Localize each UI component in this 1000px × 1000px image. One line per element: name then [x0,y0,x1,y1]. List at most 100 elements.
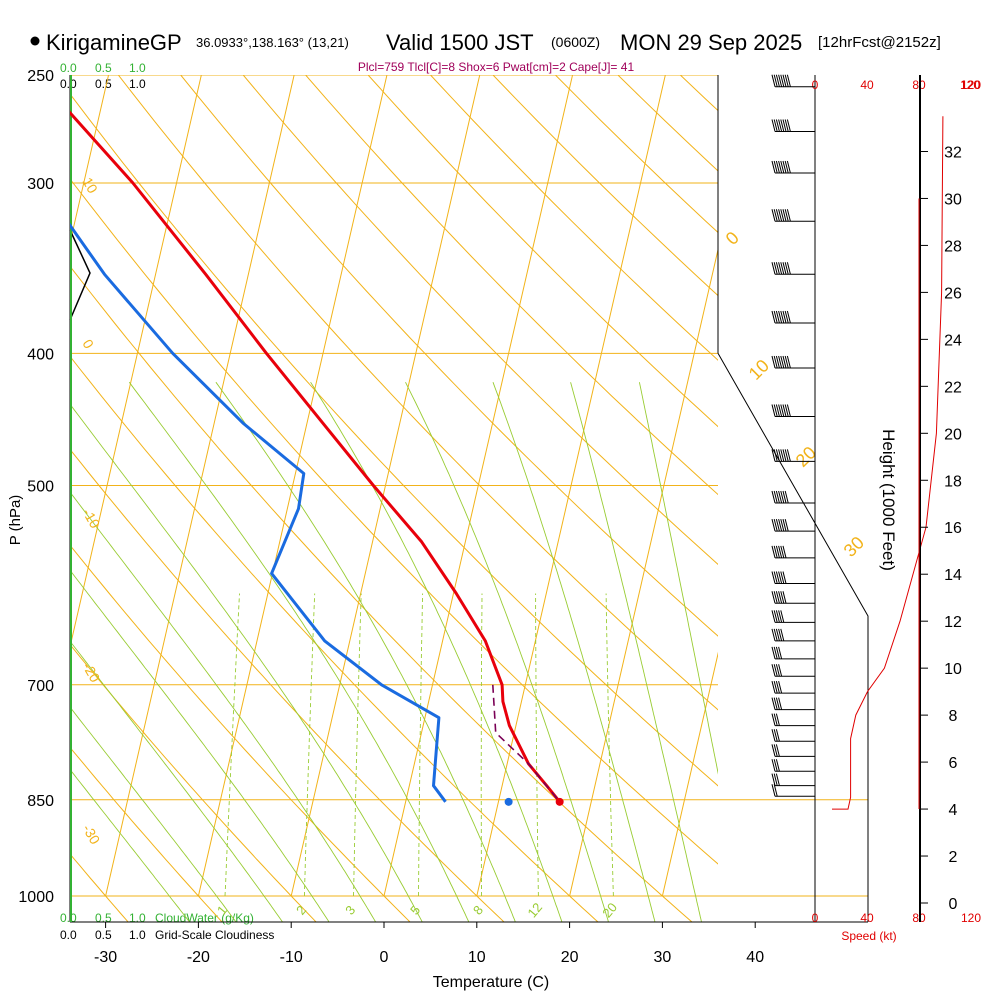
wind-barb-feather [780,490,785,504]
mixing-ratio-line [480,593,483,896]
frame-skew-edge [717,353,869,922]
dry-adiabat [70,93,718,787]
wind-barb-feather [771,664,776,677]
wind-barb-feather [780,355,785,369]
temperature-line [70,110,561,803]
wind-barb-feather [773,160,778,174]
wind-barb-feather [778,681,783,694]
wind-barb-feather [773,664,778,677]
pressure-tick-label: 850 [27,793,54,810]
wind-barb-feather [771,729,776,742]
dry-adiabat [70,448,505,922]
height-tick-label: 24 [944,332,962,349]
wind-barb-feather [784,355,789,369]
wind-barb-feather [775,74,780,87]
wind-barb-feather [771,490,776,504]
wind-barb-feather [773,646,778,659]
wind-barb-feather [771,355,776,369]
wind-barb-feather [775,355,780,369]
wind-barb-feather [771,646,776,659]
wind-barb-feather [771,591,776,604]
wind-barb-feather [780,518,785,532]
wind-barb-feather [771,628,776,642]
wind-barb-feather [773,744,778,757]
wind-barb-feather [775,310,780,324]
speed-tick-label: 40 [860,911,874,925]
speed-tick-label: 120 [961,78,981,92]
wind-barb [771,646,815,660]
wind-barb [771,784,815,797]
mixing-ratio-label: 3 [342,903,358,918]
wind-barb-feather [775,646,780,659]
wind-barb-feather [786,449,791,462]
valid-time: Valid 1500 JST [386,30,534,55]
speed-tick-label: 0 [812,78,819,92]
cloudiness-scale-tick: 1.0 [129,77,146,91]
wind-barb-feather [775,160,780,174]
moist-adiabat [492,382,656,922]
wind-barb-feather [775,744,780,757]
wind-barb-feather [773,571,778,584]
wind-barb-feather [775,404,780,417]
isotherm-line [476,75,666,897]
plot-frame [69,75,869,923]
wind-barb-feather [771,209,776,222]
wind-barb-feather [782,355,787,369]
wind-barb-feather [775,664,780,677]
wind-barb-feather [780,119,785,132]
wind-barb-feather [782,119,787,132]
moist-adiabat [70,768,191,922]
wind-barb-feather [773,74,778,87]
pressure-tick-label: 400 [27,346,54,363]
wind-barb-feather [778,664,783,677]
mixing-ratio-line [535,593,539,897]
speed-tick-label: 40 [860,78,874,92]
height-tick-label: 28 [944,238,962,255]
dry-adiabat [930,75,1000,925]
cloudwater-scale-tick: 1.0 [129,911,146,925]
wind-barb-feather [778,119,783,132]
wind-barb [771,697,815,711]
height-tick-label: 12 [944,614,962,631]
wind-barb-feather [773,591,778,604]
wind-barb-feather [782,74,787,87]
wind-barb-feather [782,571,787,584]
speed-tick-label: 0 [812,911,819,925]
x-tick-label: -30 [94,949,117,966]
wind-barb-feather [780,571,785,584]
x-tick-label: 20 [561,949,579,966]
wind-barb-feather [784,119,789,132]
wind-barb-feather [773,610,778,623]
cloudwater-scale-tick: 0.5 [95,61,112,75]
wind-barb-feather [786,74,791,87]
wind-barb-feather [771,119,776,132]
moist-adiabat [215,381,516,922]
wind-barb-feather [773,449,778,462]
wind-barb-feather [782,591,787,604]
pressure-tick-label: 300 [27,176,54,193]
station-coords: 36.0933°,138.163° (13,21) [196,35,349,50]
wind-barb-feather [782,310,787,324]
wind-barb-feather [784,74,789,87]
moist-adiabat [570,382,702,922]
wind-barb [771,744,815,757]
height-tick-label: 0 [949,896,958,913]
wind-barb-feather [771,545,776,559]
wind-barb-feather [773,518,778,532]
wind-barb-feather [773,404,778,417]
wind-barb-feather [782,518,787,532]
wind-barb-feather [786,119,791,132]
wind-barb-feather [771,744,776,757]
wind-barb-feather [771,713,776,726]
wind-barb-feather [773,209,778,222]
wind-barb [771,591,815,604]
isotherm-line [661,651,718,897]
wind-barb [771,713,815,727]
mixing-ratio-line [418,593,424,897]
wind-barb [771,571,815,585]
wind-barb-feather [784,490,789,504]
wind-barb-feather [778,355,783,369]
wind-barb-feather [784,310,789,324]
mixing-ratio-line [605,593,614,897]
dry-adiabat [367,75,718,428]
